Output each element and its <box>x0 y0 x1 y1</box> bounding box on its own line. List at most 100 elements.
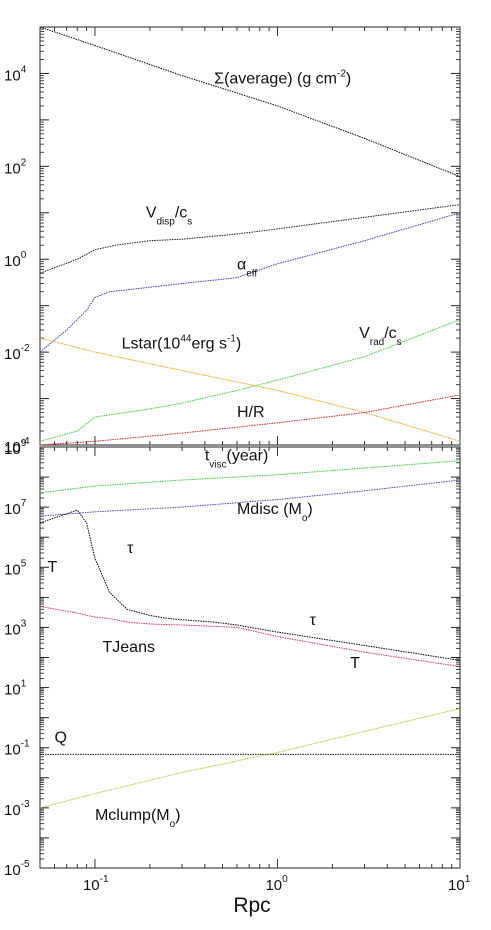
annotation-text: t <box>205 448 210 465</box>
y-tick-label-base: 10 <box>4 561 21 578</box>
y-tick-label: 10-3 <box>4 799 30 819</box>
annotation-text: H/R <box>237 404 265 421</box>
y-tick-label-exponent: 7 <box>21 498 27 509</box>
series-line <box>39 509 461 661</box>
y-tick-label-base: 10 <box>4 501 21 518</box>
y-tick-label-base: 10 <box>4 862 21 879</box>
annotation-tail: (year) <box>227 448 269 465</box>
x-tick-label: 101 <box>448 874 471 894</box>
curve-annotation: Σ(average) (g cm-2) <box>214 69 351 88</box>
annotation-text: V <box>359 325 370 342</box>
curve-annotation: τ <box>310 612 317 629</box>
annotation-sup2: -1 <box>227 333 236 344</box>
annotation-text: T <box>48 559 58 576</box>
annotation-sub: visc <box>209 460 226 471</box>
curve-annotation: τ <box>127 540 134 557</box>
y-tick-label-base: 10 <box>4 802 21 819</box>
annotation-mid: /c <box>175 204 187 221</box>
series-line <box>39 708 461 809</box>
annotation-sup: -2 <box>337 69 346 80</box>
x-tick-label-base: 10 <box>265 877 282 894</box>
x-tick-label-exponent: 1 <box>465 874 471 885</box>
annotation-text: Mclump(M <box>95 807 170 824</box>
y-tick-label-exponent: 0 <box>21 250 27 261</box>
y-tick-label-exponent: -4 <box>21 436 30 447</box>
curve-annotation: TJeans <box>103 639 155 656</box>
x-tick-label: 100 <box>265 874 288 894</box>
annotation-text: Q <box>54 729 66 746</box>
x-axis-label: Rpc <box>233 894 270 917</box>
annotation-tail: ) <box>175 807 180 824</box>
annotation-tail: ) <box>307 501 312 518</box>
y-tick-label-exponent: -1 <box>21 739 30 750</box>
y-tick-label: 109 <box>4 438 27 458</box>
y-tick-label: 10-5 <box>4 859 30 879</box>
series-line <box>39 605 461 668</box>
y-tick-label-base: 10 <box>4 160 21 177</box>
y-tick-label: 10-2 <box>4 343 30 363</box>
annotation-sub2: s <box>397 337 402 348</box>
y-tick-label: 104 <box>4 64 27 84</box>
series-line <box>39 394 461 446</box>
y-tick-label-exponent: 1 <box>21 679 27 690</box>
y-tick-label: 10-4 <box>4 436 30 456</box>
curve-annotation: T <box>350 655 360 672</box>
x-tick-label-exponent: 0 <box>282 874 288 885</box>
annotation-text: α <box>237 257 246 274</box>
annotation-text: τ <box>310 612 317 629</box>
annotation-text: Mdisc (M <box>237 501 302 518</box>
y-tick-label: 102 <box>4 157 27 177</box>
annotation-text: T <box>350 655 360 672</box>
annotation-sub: o <box>170 819 176 830</box>
curve-annotation: Vrad/cs <box>359 325 402 348</box>
curve-annotation: Mclump(Mo) <box>95 807 181 830</box>
y-tick-label-exponent: 4 <box>21 64 27 75</box>
series-line <box>39 479 461 517</box>
curve-annotation: Vdisp/cs <box>146 204 192 227</box>
series-line <box>39 204 461 274</box>
y-tick-label-exponent: 9 <box>21 438 27 449</box>
curve-annotation: H/R <box>237 404 265 421</box>
curve-annotation: Q <box>54 729 66 746</box>
y-tick-label-base: 10 <box>4 253 21 270</box>
series-line <box>39 212 461 353</box>
y-tick-label: 107 <box>4 498 27 518</box>
y-tick-label-base: 10 <box>4 742 21 759</box>
annotation-text: τ <box>127 540 134 557</box>
series-line <box>39 319 461 442</box>
annotation-sub2: s <box>187 216 192 227</box>
y-tick-label-base: 10 <box>4 682 21 699</box>
y-tick-label-exponent: -5 <box>21 859 30 870</box>
annotation-sub: disp <box>156 216 175 227</box>
y-tick-label-exponent: 3 <box>21 618 27 629</box>
annotation-sub: o <box>302 513 308 524</box>
curve-annotation: T <box>48 559 58 576</box>
series-line <box>39 460 461 494</box>
curve-annotation: tvisc(year) <box>205 448 268 471</box>
curve-annotation: Lstar(1044erg s-1) <box>122 333 242 352</box>
annotation-sub: rad <box>370 337 384 348</box>
curve-annotation: Mdisc (Mo) <box>237 501 313 524</box>
x-tick-label-base: 10 <box>83 877 100 894</box>
annotation-sub: eff <box>246 269 257 280</box>
annotation-tail: erg s <box>191 335 227 352</box>
x-tick-label: 10-1 <box>83 874 109 894</box>
annotation-tail2: ) <box>236 335 241 352</box>
annotation-tail: ) <box>346 71 351 88</box>
x-tick-label-base: 10 <box>448 877 465 894</box>
annotation-mid: /c <box>384 325 396 342</box>
x-tick-label-exponent: -1 <box>100 874 109 885</box>
y-tick-label-base: 10 <box>4 439 21 456</box>
annotation-text: Σ(average) (g cm <box>214 71 337 88</box>
y-tick-label: 101 <box>4 679 27 699</box>
annotation-text: Lstar(10 <box>122 335 181 352</box>
y-tick-label: 10-1 <box>4 739 30 759</box>
plot-frame-top <box>39 26 461 446</box>
annotation-text: TJeans <box>103 639 155 656</box>
annotation-text: V <box>146 204 157 221</box>
y-tick-label-exponent: 2 <box>21 157 27 168</box>
